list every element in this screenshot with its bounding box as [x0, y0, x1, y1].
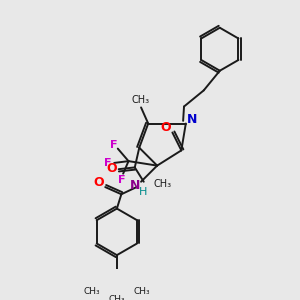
Text: H: H: [139, 188, 147, 197]
Text: CH₃: CH₃: [134, 287, 150, 296]
Text: CH₃: CH₃: [154, 178, 172, 188]
Text: O: O: [94, 176, 104, 189]
Text: CH₃: CH₃: [83, 287, 100, 296]
Text: F: F: [104, 158, 112, 168]
Text: N: N: [187, 113, 197, 127]
Text: F: F: [118, 175, 125, 185]
Text: F: F: [110, 140, 117, 150]
Text: CH₃: CH₃: [109, 296, 125, 300]
Text: O: O: [106, 162, 117, 175]
Text: CH₃: CH₃: [132, 95, 150, 105]
Text: N: N: [130, 179, 140, 192]
Text: O: O: [161, 121, 171, 134]
